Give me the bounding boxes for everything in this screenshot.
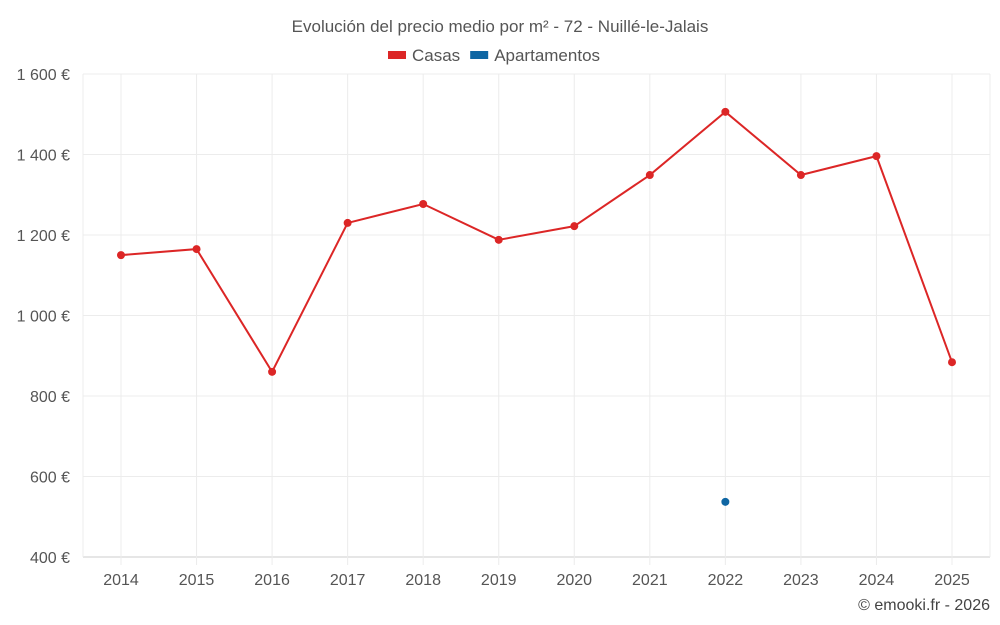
y-tick-label: 800 € — [30, 389, 70, 406]
x-axis: 2014 2015 2016 2017 2018 2019 2020 2021 2022 2023… — [103, 572, 970, 589]
y-axis: 400 € 600 € 800 € 1 000 € 1 200 € 1 400 € 1 60… — [17, 67, 70, 567]
x-tick-label: 2019 — [481, 572, 517, 589]
y-tick-label: 1 000 € — [17, 309, 70, 326]
data-point-casas — [645, 171, 654, 180]
data-point-casas — [796, 171, 805, 180]
data-point-casas — [570, 222, 579, 231]
grid — [82, 73, 991, 565]
x-tick-label: 2022 — [708, 572, 744, 589]
x-tick-label: 2025 — [934, 572, 970, 589]
x-tick-label: 2014 — [103, 572, 139, 589]
data-point-casas — [948, 358, 956, 367]
legend-label-casas: Casas — [412, 46, 460, 65]
legend-label-apartamentos: Apartamentos — [494, 46, 600, 65]
data-point-casas — [343, 218, 352, 227]
series-line-casas — [120, 110, 953, 374]
x-tick-label: 2015 — [179, 572, 215, 589]
data-point-casas — [268, 367, 277, 376]
y-tick-label: 1 400 € — [17, 148, 70, 165]
y-tick-label: 600 € — [30, 470, 70, 487]
data-point-casas — [192, 245, 201, 254]
data-point-casas — [117, 251, 125, 260]
x-tick-label: 2017 — [330, 572, 366, 589]
data-point-casas — [494, 235, 503, 244]
data-point-casas — [419, 200, 428, 209]
data-point-apartamentos — [721, 497, 730, 506]
legend: Casas Apartamentos — [388, 46, 600, 65]
data-point-casas — [872, 152, 881, 161]
data-point-casas — [721, 107, 730, 116]
series-layer — [117, 107, 956, 506]
x-tick-label: 2018 — [405, 572, 441, 589]
x-tick-label: 2020 — [556, 572, 592, 589]
y-tick-label: 1 600 € — [17, 67, 70, 84]
legend-swatch-apartamentos — [470, 51, 489, 59]
x-tick-label: 2024 — [859, 572, 895, 589]
legend-swatch-casas — [388, 51, 406, 59]
chart-title: Evolución del precio medio por m² - 72 -… — [292, 17, 709, 36]
x-tick-label: 2016 — [254, 572, 290, 589]
x-tick-label: 2021 — [632, 572, 668, 589]
x-tick-label: 2023 — [783, 572, 819, 589]
y-tick-label: 400 € — [30, 550, 70, 567]
y-tick-label: 1 200 € — [17, 228, 70, 245]
footer-credit: © emooki.fr - 2026 — [858, 597, 990, 614]
